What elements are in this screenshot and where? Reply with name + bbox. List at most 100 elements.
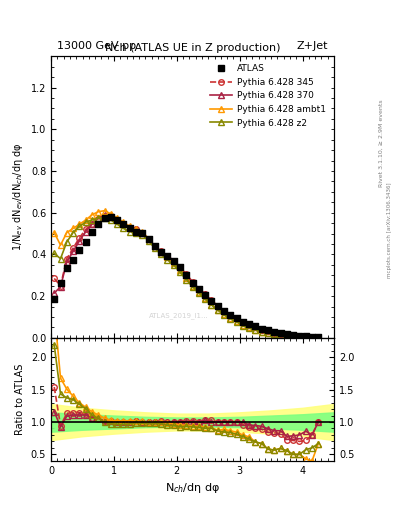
Pythia 6.428 370 bbox=[196, 286, 201, 292]
Pythia 6.428 z2 bbox=[196, 290, 201, 296]
Pythia 6.428 z2 bbox=[108, 217, 113, 223]
Pythia 6.428 ambt1 bbox=[178, 267, 182, 273]
Pythia 6.428 370 bbox=[52, 290, 57, 296]
Pythia 6.428 z2 bbox=[259, 329, 264, 335]
ATLAS bbox=[246, 321, 252, 329]
Pythia 6.428 ambt1 bbox=[83, 217, 88, 223]
Pythia 6.428 345 bbox=[259, 327, 264, 333]
Pythia 6.428 370 bbox=[146, 236, 151, 242]
Pythia 6.428 ambt1 bbox=[159, 249, 163, 255]
Pythia 6.428 ambt1 bbox=[297, 334, 302, 340]
Pythia 6.428 345 bbox=[58, 283, 63, 289]
Pythia 6.428 z2 bbox=[190, 284, 195, 290]
Pythia 6.428 345 bbox=[316, 334, 321, 340]
ATLAS bbox=[108, 213, 114, 221]
ATLAS bbox=[171, 257, 177, 265]
Pythia 6.428 ambt1 bbox=[165, 253, 170, 260]
Pythia 6.428 370 bbox=[134, 226, 138, 232]
Pythia 6.428 345 bbox=[203, 291, 208, 297]
Pythia 6.428 ambt1 bbox=[272, 331, 277, 337]
ATLAS bbox=[139, 228, 145, 237]
ATLAS bbox=[95, 220, 101, 228]
Pythia 6.428 ambt1 bbox=[259, 329, 264, 335]
Pythia 6.428 z2 bbox=[134, 229, 138, 236]
Pythia 6.428 370 bbox=[259, 326, 264, 332]
Pythia 6.428 z2 bbox=[121, 225, 126, 231]
ATLAS bbox=[51, 295, 57, 304]
Pythia 6.428 370 bbox=[115, 217, 119, 223]
Pythia 6.428 ambt1 bbox=[228, 315, 233, 321]
Pythia 6.428 ambt1 bbox=[102, 207, 107, 214]
Pythia 6.428 345 bbox=[121, 221, 126, 227]
ATLAS bbox=[57, 279, 64, 287]
Pythia 6.428 z2 bbox=[247, 325, 252, 331]
Pythia 6.428 345 bbox=[184, 271, 189, 278]
Pythia 6.428 345 bbox=[272, 330, 277, 336]
Pythia 6.428 345 bbox=[108, 213, 113, 219]
Pythia 6.428 z2 bbox=[303, 334, 308, 340]
Pythia 6.428 345 bbox=[64, 255, 69, 262]
ATLAS bbox=[252, 323, 259, 331]
Pythia 6.428 ambt1 bbox=[58, 242, 63, 248]
Pythia 6.428 370 bbox=[71, 248, 75, 254]
Pythia 6.428 z2 bbox=[278, 332, 283, 338]
Line: Pythia 6.428 z2: Pythia 6.428 z2 bbox=[51, 215, 321, 340]
Pythia 6.428 z2 bbox=[310, 334, 314, 340]
Pythia 6.428 z2 bbox=[297, 334, 302, 340]
Text: Z+Jet: Z+Jet bbox=[297, 40, 329, 51]
Pythia 6.428 345 bbox=[171, 258, 176, 264]
Pythia 6.428 370 bbox=[316, 334, 321, 340]
Pythia 6.428 345 bbox=[209, 297, 214, 304]
Pythia 6.428 370 bbox=[152, 243, 157, 249]
Pythia 6.428 345 bbox=[310, 334, 314, 340]
Pythia 6.428 z2 bbox=[102, 215, 107, 221]
Pythia 6.428 370 bbox=[190, 280, 195, 286]
Pythia 6.428 ambt1 bbox=[184, 275, 189, 282]
Pythia 6.428 370 bbox=[285, 332, 289, 338]
Pythia 6.428 z2 bbox=[71, 229, 75, 236]
Pythia 6.428 ambt1 bbox=[310, 334, 314, 340]
Pythia 6.428 370 bbox=[184, 272, 189, 279]
Pythia 6.428 345 bbox=[165, 252, 170, 259]
Pythia 6.428 z2 bbox=[272, 331, 277, 337]
Pythia 6.428 370 bbox=[140, 229, 145, 236]
Legend: ATLAS, Pythia 6.428 345, Pythia 6.428 370, Pythia 6.428 ambt1, Pythia 6.428 z2: ATLAS, Pythia 6.428 345, Pythia 6.428 37… bbox=[206, 61, 330, 131]
Pythia 6.428 345 bbox=[247, 323, 252, 329]
Pythia 6.428 ambt1 bbox=[90, 212, 94, 218]
Y-axis label: Ratio to ATLAS: Ratio to ATLAS bbox=[15, 364, 25, 435]
Pythia 6.428 370 bbox=[209, 298, 214, 305]
Pythia 6.428 ambt1 bbox=[77, 221, 82, 227]
Pythia 6.428 370 bbox=[102, 212, 107, 218]
Pythia 6.428 z2 bbox=[140, 231, 145, 238]
ATLAS bbox=[215, 302, 221, 310]
Pythia 6.428 ambt1 bbox=[146, 236, 151, 242]
Pythia 6.428 ambt1 bbox=[196, 289, 201, 295]
Pythia 6.428 345 bbox=[190, 279, 195, 285]
ATLAS bbox=[89, 227, 95, 236]
Pythia 6.428 370 bbox=[159, 249, 163, 255]
Pythia 6.428 ambt1 bbox=[303, 334, 308, 340]
Pythia 6.428 ambt1 bbox=[127, 223, 132, 229]
Pythia 6.428 ambt1 bbox=[171, 260, 176, 266]
ATLAS bbox=[233, 314, 240, 322]
ATLAS bbox=[120, 220, 127, 228]
Pythia 6.428 345 bbox=[291, 333, 296, 339]
Pythia 6.428 ambt1 bbox=[215, 307, 220, 313]
ATLAS bbox=[196, 285, 202, 293]
Pythia 6.428 370 bbox=[303, 334, 308, 340]
Pythia 6.428 z2 bbox=[285, 333, 289, 339]
Pythia 6.428 z2 bbox=[209, 302, 214, 308]
Pythia 6.428 z2 bbox=[52, 250, 57, 257]
ATLAS bbox=[208, 297, 215, 306]
Pythia 6.428 370 bbox=[253, 324, 258, 330]
Pythia 6.428 345 bbox=[102, 213, 107, 219]
Pythia 6.428 z2 bbox=[64, 239, 69, 245]
Pythia 6.428 370 bbox=[222, 308, 226, 314]
Pythia 6.428 ambt1 bbox=[316, 334, 321, 340]
Pythia 6.428 370 bbox=[178, 264, 182, 270]
Pythia 6.428 370 bbox=[234, 315, 239, 321]
Pythia 6.428 ambt1 bbox=[96, 209, 101, 215]
Pythia 6.428 345 bbox=[140, 229, 145, 236]
Pythia 6.428 345 bbox=[115, 217, 119, 223]
ATLAS bbox=[303, 332, 309, 340]
